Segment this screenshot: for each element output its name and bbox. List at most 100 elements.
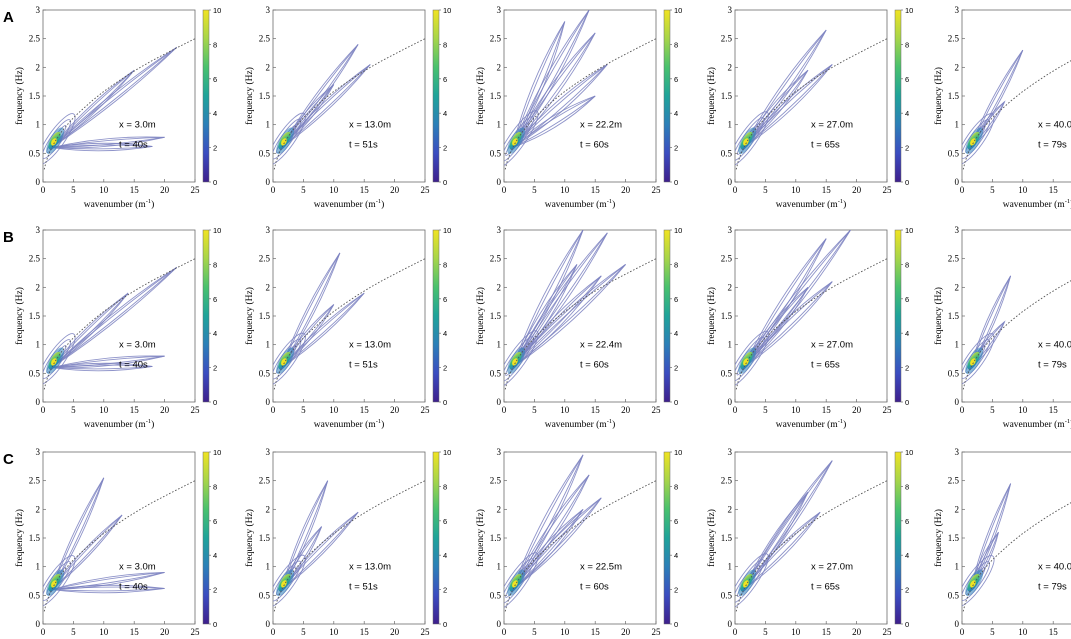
time-annotation: t = 60s <box>580 360 609 371</box>
contour-line <box>512 10 590 148</box>
x-tick-label: 10 <box>329 405 339 415</box>
x-tick-label: 10 <box>560 405 570 415</box>
y-tick-label: 2.5 <box>259 254 271 264</box>
y-tick-label: 3 <box>497 5 502 15</box>
x-axis-label: wavenumber (m-1) <box>1003 418 1071 430</box>
colorbar <box>202 229 210 403</box>
y-tick-label: 0 <box>36 619 41 629</box>
plot-area <box>42 451 196 625</box>
x-axis-label-main: wavenumber (m <box>776 419 839 430</box>
y-tick-label: 2.5 <box>490 34 502 44</box>
y-tick-label: 1.5 <box>490 533 502 543</box>
contour-line <box>512 497 602 590</box>
row-label: C <box>3 451 14 468</box>
x-tick-label: 25 <box>883 185 893 195</box>
x-tick-label: 15 <box>360 185 370 195</box>
colorbar-tick-label: 4 <box>443 109 447 118</box>
x-axis-label: wavenumber (m-1) <box>314 198 385 210</box>
dispersion-curve <box>43 258 195 390</box>
colorbar-tick-label: 10 <box>443 226 451 235</box>
colorbar-tick-label: 2 <box>213 364 217 373</box>
y-tick-label: 2 <box>266 282 271 292</box>
colorbar-tick-label: 0 <box>443 398 447 407</box>
y-tick-label: 3 <box>955 447 960 457</box>
colorbar-tick-label: 4 <box>443 551 447 560</box>
contour-line <box>504 330 539 388</box>
y-tick-label: 2.5 <box>948 254 960 264</box>
y-tick-label: 1.5 <box>259 311 271 321</box>
contour-line <box>512 474 590 590</box>
y-tick-label: 3 <box>955 225 960 235</box>
y-tick-label: 1.5 <box>259 533 271 543</box>
time-annotation: t = 40s <box>119 140 148 151</box>
plot-content <box>43 258 195 390</box>
x-tick-label: 0 <box>502 627 507 637</box>
position-annotation: x = 40.0m <box>1038 120 1071 131</box>
x-tick-label: 15 <box>360 405 370 415</box>
x-tick-label: 15 <box>822 627 832 637</box>
position-annotation: x = 27.0m <box>811 120 853 131</box>
y-tick-label: 1 <box>728 120 733 130</box>
colorbar-tick-label: 10 <box>443 448 451 457</box>
x-tick-label: 25 <box>421 627 431 637</box>
position-annotation: x = 3.0m <box>119 340 156 351</box>
x-tick-label: 10 <box>560 627 570 637</box>
y-axis-label: frequency (Hz) <box>14 509 25 567</box>
time-annotation: t = 60s <box>580 582 609 593</box>
y-tick-label: 2 <box>728 504 733 514</box>
colorbar-tick-label: 10 <box>905 226 913 235</box>
x-tick-label: 10 <box>99 185 109 195</box>
contour-line <box>281 304 335 368</box>
dispersion-curve <box>735 38 887 170</box>
y-axis-label: frequency (Hz) <box>706 67 717 125</box>
colorbar-tick-label: 2 <box>443 144 447 153</box>
x-axis-label-close: ) <box>381 199 384 210</box>
x-tick-label: 10 <box>99 627 109 637</box>
plot-content <box>962 275 1071 390</box>
colorbar-tick-label: 6 <box>443 295 447 304</box>
x-axis-label: wavenumber (m-1) <box>84 418 155 430</box>
x-axis-label: wavenumber (m-1) <box>314 418 385 430</box>
y-axis-label: frequency (Hz) <box>244 67 255 125</box>
colorbar-tick-label: 0 <box>674 178 678 187</box>
x-tick-label: 15 <box>1049 185 1059 195</box>
dispersion-curve <box>43 480 195 612</box>
time-annotation: t = 51s <box>349 140 378 151</box>
x-tick-label: 0 <box>733 627 738 637</box>
x-tick-label: 0 <box>41 405 46 415</box>
contour-line <box>43 113 76 165</box>
x-axis-label: wavenumber (m-1) <box>545 418 616 430</box>
contour-line <box>970 483 1012 590</box>
y-tick-label: 1.5 <box>948 533 960 543</box>
contour-line <box>281 511 359 590</box>
contour-line <box>743 238 827 368</box>
y-tick-label: 3 <box>266 447 271 457</box>
position-annotation: x = 22.4m <box>580 340 622 351</box>
y-tick-label: 1.5 <box>721 311 733 321</box>
contour-line <box>281 480 329 590</box>
x-tick-label: 15 <box>822 185 832 195</box>
plot-content <box>735 460 887 612</box>
x-tick-label: 25 <box>883 627 893 637</box>
y-tick-label: 1.5 <box>490 91 502 101</box>
y-tick-label: 0 <box>497 619 502 629</box>
y-axis-label: frequency (Hz) <box>244 287 255 345</box>
colorbar-tick-label: 0 <box>213 620 217 629</box>
colorbar-tick-label: 2 <box>905 586 909 595</box>
energy-peak-core <box>51 358 57 366</box>
plot-content <box>273 252 425 390</box>
colorbar-tick-label: 4 <box>213 109 217 118</box>
contour-line <box>512 232 608 368</box>
y-tick-label: 3 <box>497 225 502 235</box>
y-tick-label: 0.5 <box>490 368 502 378</box>
x-axis-label: wavenumber (m-1) <box>84 198 155 210</box>
y-tick-label: 1 <box>728 562 733 572</box>
y-tick-label: 1.5 <box>721 91 733 101</box>
colorbar-tick-label: 0 <box>443 178 447 187</box>
y-tick-label: 0.5 <box>259 590 271 600</box>
y-tick-label: 1.5 <box>29 533 41 543</box>
y-tick-label: 2.5 <box>29 34 41 44</box>
y-tick-label: 1.5 <box>490 311 502 321</box>
